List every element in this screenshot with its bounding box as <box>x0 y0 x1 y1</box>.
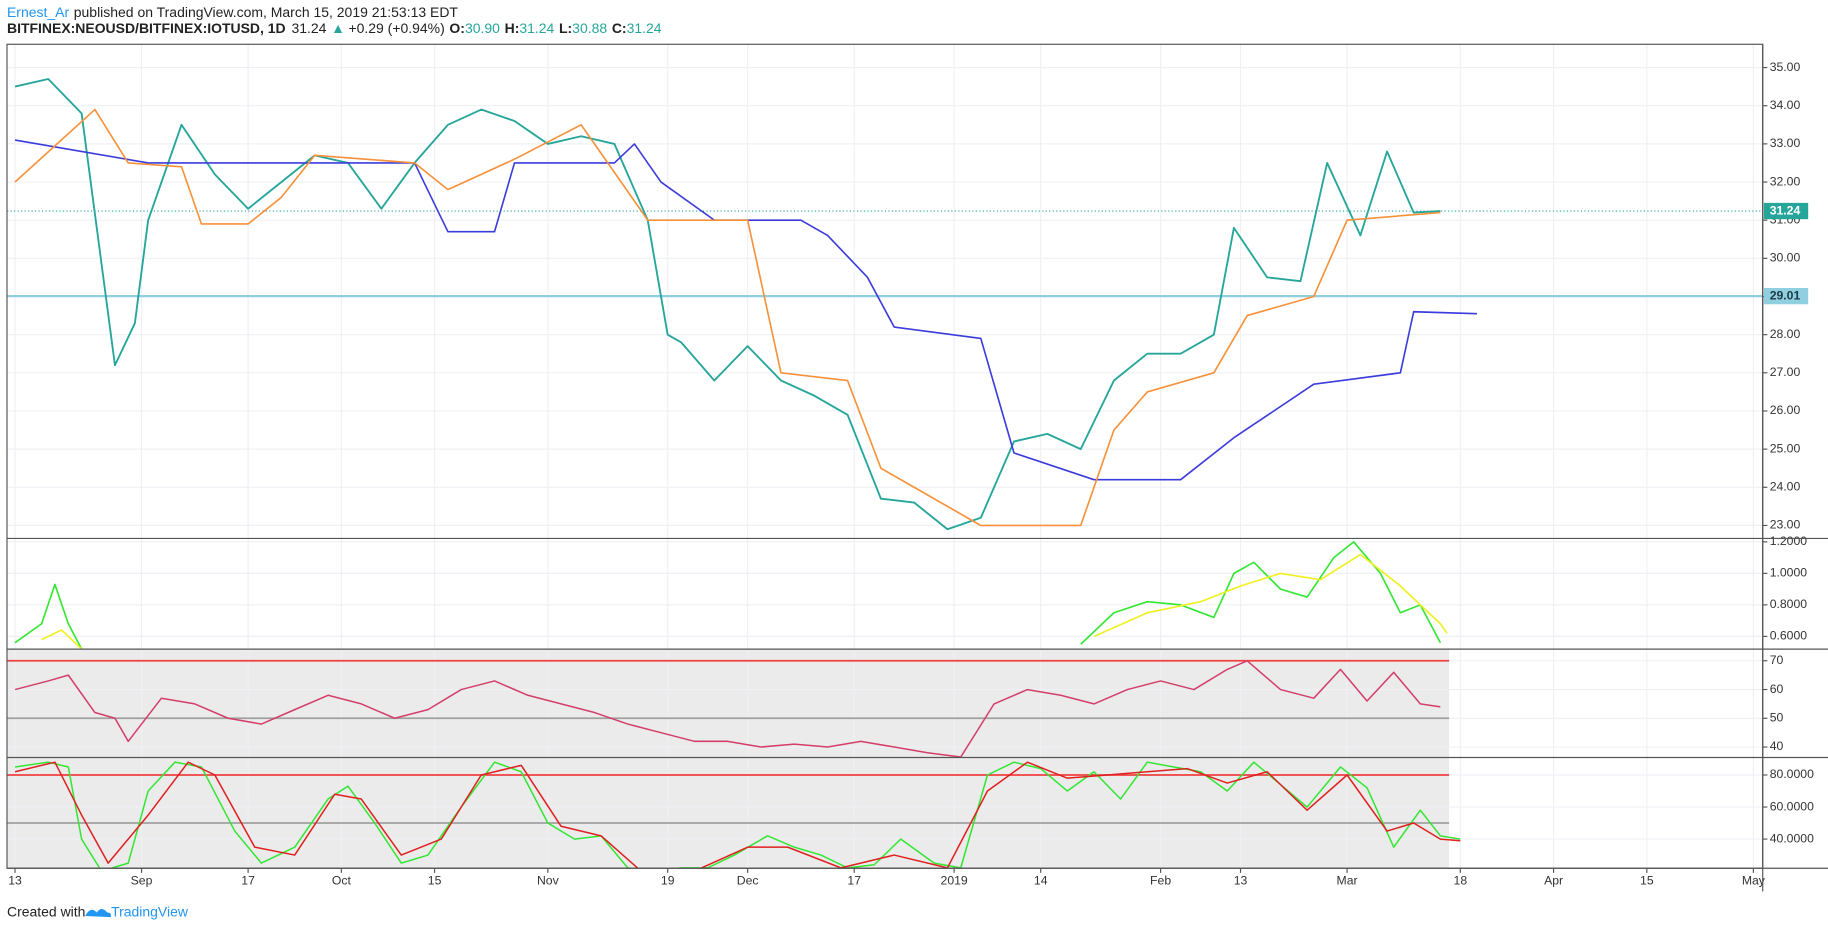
y-tick-label: 80.0000 <box>1770 767 1814 781</box>
close: 31.24 <box>627 20 662 36</box>
series-line <box>14 78 1441 531</box>
symbol: BITFINEX:NEOUSD/BITFINEX:IOTUSD, 1D <box>7 20 286 36</box>
series-line <box>14 761 1461 869</box>
price-label: 31.24 <box>1770 203 1801 217</box>
x-tick-label: May <box>1742 873 1766 887</box>
y-tick-label: 32.00 <box>1770 174 1801 188</box>
y-tick-label: 40 <box>1770 739 1784 753</box>
high: 31.24 <box>519 20 554 36</box>
plot-area <box>6 78 1763 531</box>
price-label-box <box>1763 202 1809 220</box>
plot-area <box>6 761 1461 869</box>
x-tick-label: 2019 <box>941 873 968 887</box>
last-price: 31.24 <box>291 20 326 36</box>
y-tick-label: 50 <box>1770 711 1784 725</box>
chart-layer: 13 Sep 17 Oct 15 Nov 19 Dec 17 2019 14 Feb 13 Mar 18 Ap… <box>6 44 1814 887</box>
footer: Created with TradingView <box>7 903 189 919</box>
brand[interactable]: TradingView <box>111 903 189 919</box>
y-tick-label: 30.00 <box>1770 251 1801 265</box>
y-tick-label: 0.8000 <box>1770 597 1808 611</box>
close-label: C: <box>612 20 627 36</box>
rsi-background <box>6 649 1450 758</box>
y-tick-label: 34.00 <box>1770 98 1801 112</box>
y-tick-label: 25.00 <box>1770 441 1801 455</box>
y-tick-label: 60.0000 <box>1770 799 1814 813</box>
price-label: 29.01 <box>1770 288 1801 302</box>
y-tick-label: 1.2000 <box>1770 534 1808 548</box>
series-line <box>14 108 1441 527</box>
x-tick-label: Feb <box>1150 873 1171 887</box>
plot-area <box>6 659 1450 758</box>
series-line <box>14 660 1441 758</box>
author[interactable]: Ernest_Ar <box>7 4 69 20</box>
x-tick-label: Mar <box>1337 873 1358 887</box>
x-tick-label: 13 <box>1234 873 1248 887</box>
x-tick-label: Dec <box>737 873 759 887</box>
change: +0.29 (+0.94%) <box>348 20 444 36</box>
x-tick-label: 19 <box>661 873 675 887</box>
published: published on TradingView.com, March 15, … <box>74 4 459 20</box>
x-tick-label: Nov <box>537 873 560 887</box>
y-tick-label: 23.00 <box>1770 518 1801 532</box>
x-tick-label: 15 <box>428 873 442 887</box>
header-line: Ernest_Ar published on TradingView.com, M… <box>7 4 458 20</box>
y-tick-label: 1.0000 <box>1770 566 1808 580</box>
plot-area <box>14 541 1448 650</box>
y-tick-label: 0.6000 <box>1770 629 1808 643</box>
x-tick-label: 17 <box>241 873 255 887</box>
x-tick-label: Sep <box>131 873 153 887</box>
series-line <box>14 541 1442 650</box>
x-tick-label: 13 <box>8 873 22 887</box>
y-tick-label: 35.00 <box>1770 60 1801 74</box>
x-tick-label: Apr <box>1544 873 1563 887</box>
open: 30.90 <box>465 20 500 36</box>
brand-logo <box>85 909 111 918</box>
open-label: O: <box>449 20 465 36</box>
change-arrow: ▲ <box>331 20 345 36</box>
y-tick-label: 70 <box>1770 653 1784 667</box>
high-label: H: <box>505 20 520 36</box>
x-tick-label: 14 <box>1034 873 1048 887</box>
y-tick-label: 60 <box>1770 682 1784 696</box>
y-tick-label: 40.0000 <box>1770 831 1814 845</box>
series-line <box>14 761 1461 869</box>
series-line <box>14 139 1477 481</box>
y-tick-label: 28.00 <box>1770 327 1801 341</box>
y-tick-label: 24.00 <box>1770 480 1801 494</box>
low: 30.88 <box>572 20 607 36</box>
price-label-box <box>1763 287 1809 305</box>
symbol-line: BITFINEX:NEOUSD/BITFINEX:IOTUSD, 1D 31.24… <box>7 20 662 36</box>
created-with: Created with <box>7 903 85 919</box>
x-tick-label: 18 <box>1454 873 1468 887</box>
x-tick-label: 15 <box>1640 873 1654 887</box>
low-label: L: <box>559 20 572 36</box>
series-line <box>41 553 1448 650</box>
y-tick-label: 33.00 <box>1770 136 1801 150</box>
x-tick-label: Oct <box>332 873 352 887</box>
y-tick-label: 27.00 <box>1770 365 1801 379</box>
y-tick-label: 26.00 <box>1770 403 1801 417</box>
x-tick-label: 17 <box>847 873 861 887</box>
